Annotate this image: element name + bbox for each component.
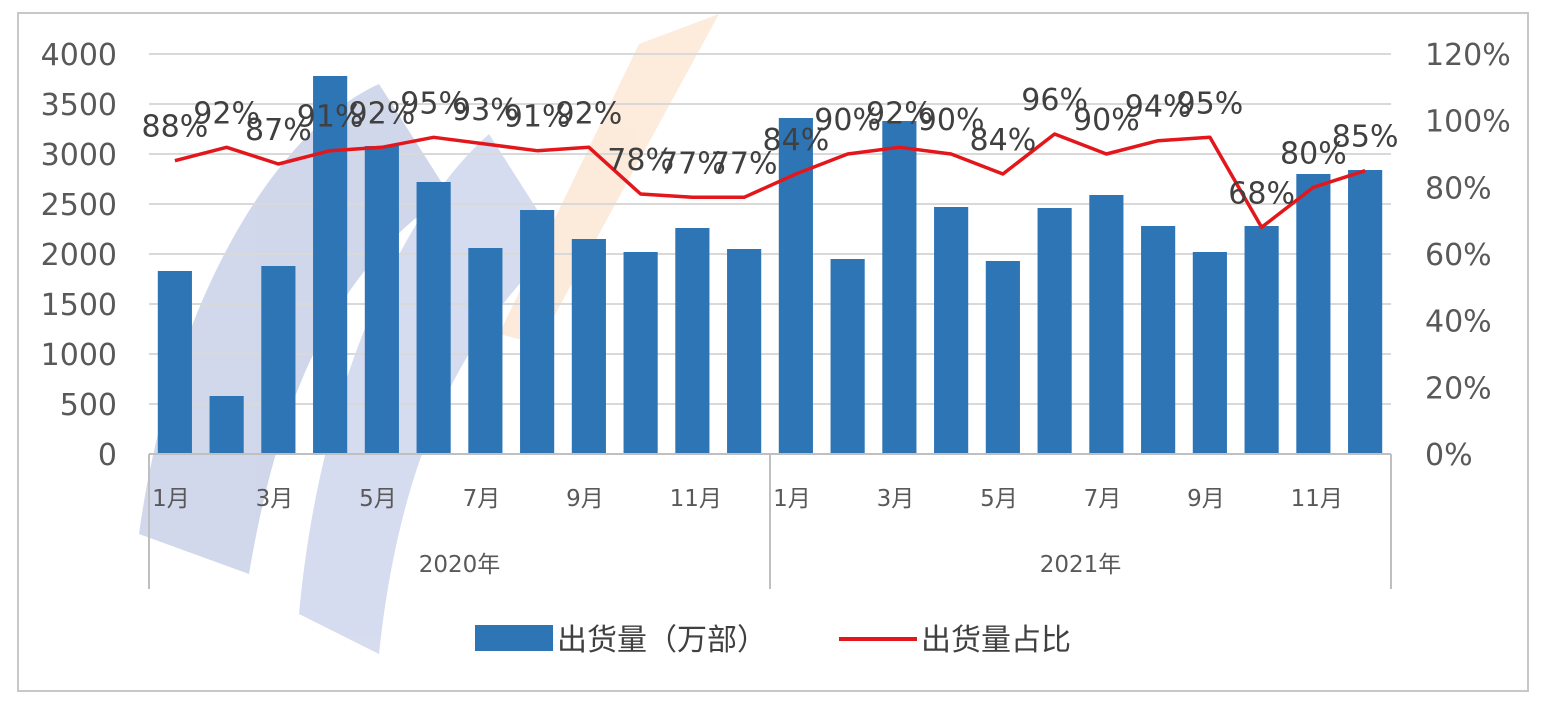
x-tick-label: 11月 [1291, 486, 1343, 512]
x-tick-label: 9月 [566, 486, 604, 512]
chart-frame: 88% 92% 87% 91% 92% 95% 93% 91% 92% 78% 77% 77% 84% 9… [17, 12, 1529, 692]
percent-data-label: 78% [607, 143, 674, 178]
percent-data-label: 94% [1125, 90, 1192, 125]
y-left-tick-label: 500 [60, 388, 117, 423]
y-left-tick-label: 3000 [41, 138, 117, 173]
x-tick-label: 3月 [256, 486, 294, 512]
bar [571, 239, 606, 454]
percent-data-label: 85% [1332, 120, 1399, 155]
bar [727, 249, 762, 454]
bar [364, 146, 399, 454]
y-left-tick-label: 1000 [41, 338, 117, 373]
percent-data-label: 68% [1228, 176, 1295, 211]
percent-data-label: 95% [400, 86, 467, 121]
bar [1244, 226, 1279, 454]
percent-data-label: 93% [452, 93, 519, 128]
bar [1192, 252, 1227, 454]
percent-data-label: 92% [193, 96, 260, 131]
year-group-label: 2021年 [1040, 552, 1122, 578]
legend-bar-swatch [475, 625, 553, 651]
bar [520, 210, 555, 454]
data-labels: 88%92%87%91%92%95%93%91%92%78%77%77%84%9… [142, 83, 1399, 211]
legend-line-label: 出货量占比 [921, 623, 1071, 658]
left-axis: 0 500 1000 1500 2000 2500 3000 3500 4000 [41, 38, 117, 473]
gridlines [149, 53, 1391, 405]
percent-data-label: 84% [970, 123, 1037, 158]
x-tick-label: 3月 [877, 486, 915, 512]
bar [209, 396, 244, 454]
line-path [174, 132, 1366, 230]
percent-data-label: 90% [918, 103, 985, 138]
bar [882, 121, 917, 454]
y-left-tick-label: 0 [98, 438, 117, 473]
y-right-tick-label: 100% [1425, 105, 1511, 140]
percent-data-label: 88% [142, 110, 209, 145]
percent-data-label: 96% [1021, 83, 1088, 118]
x-tick-label: 5月 [359, 486, 397, 512]
right-axis: 0% 20% 40% 60% 80% 100% 120% [1425, 38, 1511, 473]
bar [623, 252, 658, 454]
x-tick-label: 7月 [1084, 486, 1122, 512]
percent-data-label: 90% [814, 103, 881, 138]
y-left-tick-label: 2500 [41, 188, 117, 223]
percent-data-label: 80% [1280, 136, 1347, 171]
year-group-label: 2020年 [419, 552, 501, 578]
bar [157, 271, 192, 454]
bar [830, 259, 865, 454]
bar [1141, 226, 1176, 454]
y-right-tick-label: 40% [1425, 305, 1492, 340]
percent-data-label: 91% [504, 100, 571, 135]
bar-series [157, 76, 1383, 454]
bar [985, 261, 1020, 454]
x-tick-label: 1月 [152, 486, 190, 512]
bar [261, 266, 296, 454]
bar [1348, 170, 1383, 454]
bar [416, 182, 451, 454]
bar [1089, 195, 1124, 454]
legend-bar-label: 出货量（万部） [557, 623, 767, 658]
legend: 出货量（万部） 出货量占比 [475, 623, 1071, 658]
y-right-tick-label: 120% [1425, 38, 1511, 73]
y-left-tick-label: 2000 [41, 238, 117, 273]
percent-data-label: 90% [1073, 103, 1140, 138]
y-left-tick-label: 3500 [41, 88, 117, 123]
y-right-tick-label: 0% [1425, 438, 1473, 473]
percent-data-label: 92% [349, 96, 416, 131]
y-right-tick-label: 80% [1425, 171, 1492, 206]
percent-data-label: 77% [711, 146, 778, 181]
x-tick-label: 5月 [980, 486, 1018, 512]
y-right-tick-label: 20% [1425, 371, 1492, 406]
y-left-tick-label: 1500 [41, 288, 117, 323]
x-tick-label: 11月 [670, 486, 722, 512]
line-series [174, 132, 1366, 230]
bar [468, 248, 503, 454]
x-axis: 1月 3月 5月 7月 9月 11月 1月 3月 5月 7月 9月 11月 2020年 2021年 [148, 453, 1392, 589]
bar [1296, 174, 1331, 454]
percent-data-label: 77% [659, 146, 726, 181]
percent-data-label: 87% [245, 113, 312, 148]
bar [1037, 208, 1072, 454]
percent-data-label: 95% [1177, 86, 1244, 121]
x-tick-label: 1月 [773, 486, 811, 512]
x-tick-label: 7月 [463, 486, 501, 512]
x-tick-label: 9月 [1187, 486, 1225, 512]
bar [934, 207, 969, 454]
percent-data-label: 84% [763, 123, 830, 158]
bar [675, 228, 710, 454]
y-right-tick-label: 60% [1425, 238, 1492, 273]
percent-data-label: 92% [556, 96, 623, 131]
chart-svg: 88%92%87%91%92%95%93%91%92%78%77%77%84%9… [41, 14, 1511, 658]
bar [313, 76, 348, 454]
percent-data-label: 91% [297, 100, 364, 135]
y-left-tick-label: 4000 [41, 38, 117, 73]
percent-data-label: 92% [866, 96, 933, 131]
